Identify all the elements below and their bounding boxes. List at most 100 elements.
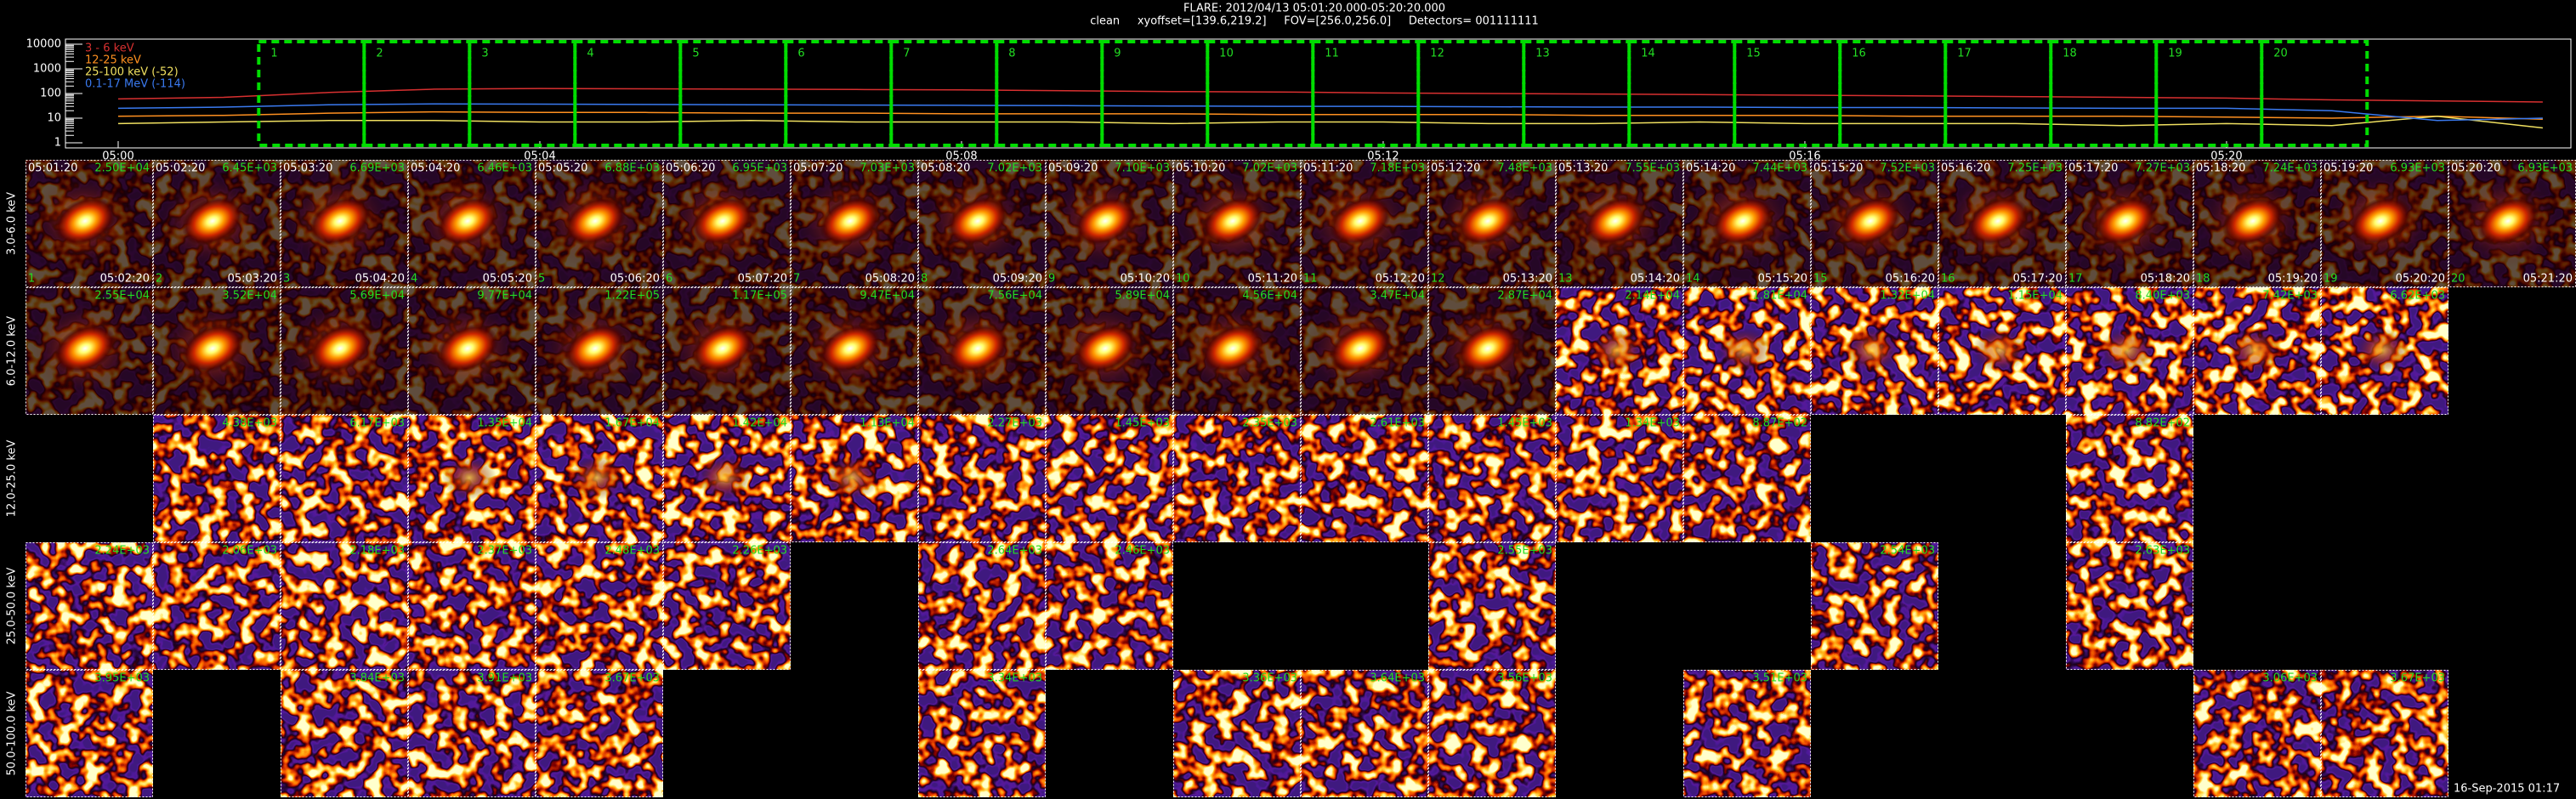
image-cell: 2.64E+03 bbox=[918, 542, 1046, 670]
image-source bbox=[1590, 328, 1644, 372]
image-source bbox=[2349, 196, 2412, 246]
image-index: 19 bbox=[2324, 273, 2338, 286]
image-index: 7 bbox=[793, 273, 800, 286]
start-time: 05:14:20 bbox=[1686, 162, 1735, 175]
image-index: 20 bbox=[2451, 273, 2465, 286]
start-time: 05:18:20 bbox=[2196, 162, 2245, 175]
peak-value: 3.67E+03 bbox=[2390, 672, 2445, 685]
interval-box bbox=[1943, 40, 2053, 147]
end-time: 05:20:20 bbox=[2396, 273, 2445, 286]
cell-border bbox=[2066, 415, 2193, 542]
peak-value: 3.64E+03 bbox=[1370, 672, 1425, 685]
image-noise bbox=[26, 542, 153, 670]
peak-value: 6.46E+03 bbox=[477, 162, 532, 175]
cell-border bbox=[1046, 160, 1173, 287]
interval-label: 7 bbox=[903, 48, 910, 60]
peak-value: 4.56E+04 bbox=[1242, 290, 1297, 303]
cell-border bbox=[1811, 542, 1938, 670]
cell-border bbox=[536, 287, 663, 415]
end-time: 05:12:20 bbox=[1376, 273, 1425, 286]
image-cell: 6.69E+03 05:03:20 05:04:20 3 bbox=[281, 160, 408, 287]
cell-border bbox=[2066, 160, 2193, 287]
start-time: 05:07:20 bbox=[793, 162, 843, 175]
image-cell: 3.64E+03 bbox=[1301, 670, 1428, 797]
cell-border bbox=[26, 160, 153, 287]
peak-value: 5.69E+04 bbox=[349, 290, 405, 303]
image-source bbox=[1074, 324, 1137, 373]
image-source bbox=[819, 196, 882, 246]
peak-value: 3.06E+03 bbox=[2262, 672, 2318, 685]
start-time: 05:08:20 bbox=[921, 162, 970, 175]
cell-border bbox=[408, 160, 536, 287]
cell-border bbox=[536, 160, 663, 287]
image-cell: 2.24E+03 bbox=[26, 542, 153, 670]
interval-label: 1 bbox=[270, 48, 277, 60]
peak-value: 7.27E+03 bbox=[2135, 162, 2190, 175]
end-time: 05:17:20 bbox=[2013, 273, 2063, 286]
image-cell: 2.14E+04 bbox=[1556, 287, 1683, 415]
image-cell: 6.95E+03 05:06:20 05:07:20 6 bbox=[663, 160, 791, 287]
interval-box bbox=[2154, 40, 2264, 147]
legend-entry: 0.1-17 MeV (-114) bbox=[85, 78, 185, 91]
image-cell: 3.06E+03 bbox=[2193, 670, 2321, 797]
peak-value: 2.61E+03 bbox=[1370, 417, 1425, 430]
interval-label: 13 bbox=[1535, 48, 1550, 60]
cell-border bbox=[26, 542, 153, 670]
image-index: 5 bbox=[538, 273, 545, 286]
series-line bbox=[117, 110, 2543, 121]
peak-value: 3.67E+03 bbox=[604, 672, 660, 685]
peak-value: 6.95E+03 bbox=[732, 162, 787, 175]
cell-border bbox=[1301, 415, 1428, 542]
image-cell: 3.67E+03 bbox=[536, 670, 663, 797]
interval-box bbox=[784, 40, 894, 147]
peak-value: 7.55E+03 bbox=[1625, 162, 1680, 175]
start-time: 05:10:20 bbox=[1176, 162, 1225, 175]
image-noise bbox=[26, 670, 153, 797]
peak-value: 1.13E+04 bbox=[860, 417, 915, 430]
cell-border bbox=[1173, 287, 1301, 415]
image-noise bbox=[281, 670, 408, 797]
legend-entry: 3 - 6 keV bbox=[85, 42, 134, 55]
y-tick-label: 1 bbox=[54, 136, 61, 149]
series-line bbox=[117, 88, 2543, 103]
image-noise bbox=[2066, 542, 2193, 670]
image-cell: 2.27E+03 bbox=[918, 415, 1046, 542]
image-source bbox=[1717, 328, 1772, 372]
image-cell: 3.67E+03 bbox=[2321, 670, 2448, 797]
cell-border bbox=[281, 287, 408, 415]
image-noise bbox=[1301, 415, 1428, 542]
end-time: 05:03:20 bbox=[228, 273, 277, 286]
start-time: 05:16:20 bbox=[1941, 162, 1990, 175]
image-index: 15 bbox=[1813, 273, 1828, 286]
peak-value: 2.54E+03 bbox=[1880, 545, 1935, 558]
image-cell: 9.47E+04 bbox=[791, 287, 918, 415]
image-cell: 3.51E+03 bbox=[1683, 670, 1811, 797]
interval-box bbox=[1522, 40, 1631, 147]
image-source bbox=[570, 456, 624, 500]
image-cell: 6.93E+03 05:20:20 05:21:20 20 bbox=[2448, 160, 2576, 287]
image-cell: 1.67E+04 bbox=[536, 415, 663, 542]
peak-value: 3.95E+03 bbox=[94, 672, 150, 685]
interval-box bbox=[1627, 40, 1737, 147]
cell-border bbox=[1428, 542, 1556, 670]
peak-value: 3.36E+03 bbox=[1242, 672, 1297, 685]
cell-border bbox=[2193, 670, 2321, 797]
image-index: 4 bbox=[411, 273, 417, 286]
image-cell: 6.93E+03 05:19:20 05:20:20 19 bbox=[2321, 160, 2448, 287]
interval-label: 18 bbox=[2063, 48, 2077, 60]
peak-value: 7.03E+03 bbox=[860, 162, 915, 175]
image-source bbox=[436, 324, 499, 373]
image-cell: 7.27E+03 05:17:20 05:18:20 17 bbox=[2066, 160, 2193, 287]
peak-value: 7.56E+04 bbox=[987, 290, 1042, 303]
peak-value: 2.87E+04 bbox=[1497, 290, 1552, 303]
image-noise bbox=[1046, 542, 1173, 670]
peak-value: 7.18E+03 bbox=[1370, 162, 1425, 175]
interval-box bbox=[2049, 40, 2159, 147]
image-cell: 2.87E+04 bbox=[1428, 287, 1556, 415]
image-cell: 7.52E+03 05:15:20 05:16:20 15 bbox=[1811, 160, 1938, 287]
start-time: 05:19:20 bbox=[2324, 162, 2373, 175]
start-time: 05:15:20 bbox=[1813, 162, 1863, 175]
cell-border bbox=[2193, 287, 2321, 415]
interval-label: 17 bbox=[1957, 48, 1972, 60]
